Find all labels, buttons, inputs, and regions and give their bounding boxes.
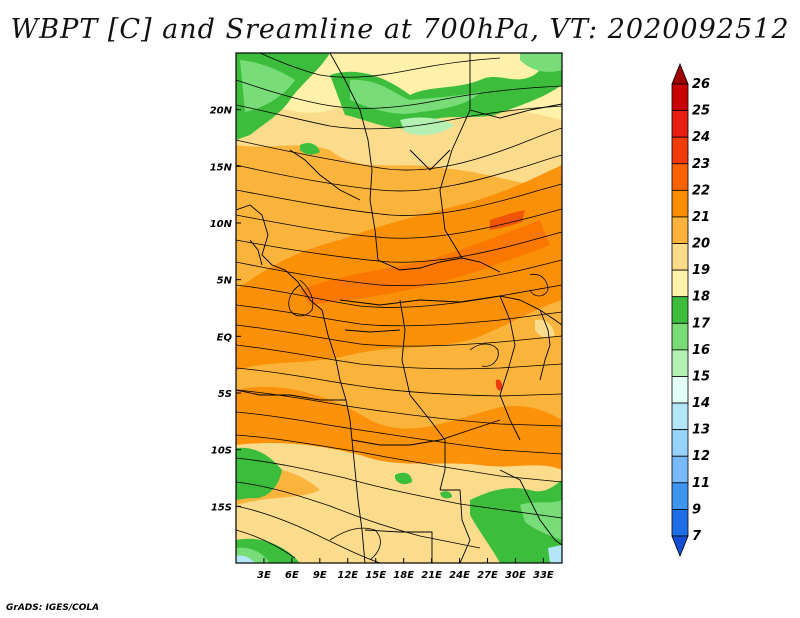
y-axis: 20N 15N 10N 5N EQ 5S 10S 15S (210, 106, 241, 513)
colorbar-swatch (671, 482, 689, 510)
colorbar-swatch (671, 83, 689, 111)
colorbar-label: 25 (692, 104, 710, 119)
colorbar-swatch (671, 243, 689, 271)
colorbar-label: 26 (692, 77, 710, 92)
colorbar-swatch (671, 509, 689, 537)
colorbar-label: 17 (692, 316, 711, 331)
colorbar-label: 15 (692, 369, 710, 384)
y-tick-label: 15S (211, 502, 232, 513)
x-tick-label: 9E (313, 570, 327, 581)
colorbar-bottom-arrow (671, 535, 689, 558)
y-tick-label: 5N (217, 276, 233, 287)
colorbar-label: 9 (692, 502, 701, 517)
colorbar-label: 22 (692, 183, 710, 198)
wbpt-field (236, 53, 562, 563)
y-tick-label: 10S (211, 446, 232, 457)
colorbar-label: 18 (692, 290, 710, 305)
x-tick-label: 33E (533, 570, 554, 581)
colorbar: 26 25 24 23 22 21 20 19 18 17 16 15 14 13 12 11 9 7 (671, 62, 711, 558)
colorbar-label: 21 (692, 210, 710, 225)
y-tick-label: 15N (210, 162, 233, 173)
colorbar-swatch (671, 216, 689, 244)
x-tick-label: 3E (257, 570, 271, 581)
y-tick-label: 20N (210, 106, 233, 117)
x-tick-label: 18E (393, 570, 414, 581)
colorbar-swatch (671, 429, 689, 457)
colorbar-label: 7 (692, 529, 702, 544)
colorbar-swatch (671, 189, 689, 218)
x-tick-label: 6E (285, 570, 299, 581)
colorbar-label: 14 (692, 396, 710, 411)
colorbar-swatch (671, 296, 689, 324)
x-tick-label: 30E (505, 570, 526, 581)
streamlines (236, 53, 562, 563)
colorbar-label: 20 (692, 237, 710, 252)
colorbar-label: 24 (692, 130, 710, 145)
x-tick-label: 24E (449, 570, 470, 581)
x-tick-label: 15E (365, 570, 386, 581)
colorbar-label: 16 (692, 343, 710, 358)
chart-title: WBPT [C] and Sreamline at 700hPa, VT: 20… (10, 14, 790, 45)
colorbar-swatch (671, 402, 689, 431)
colorbar-swatch (671, 455, 689, 484)
x-tick-label: 27E (477, 570, 498, 581)
colorbar-label: 13 (692, 423, 710, 438)
y-tick-label: 10N (210, 219, 233, 230)
colorbar-swatch (671, 376, 689, 404)
colorbar-swatch (671, 349, 689, 377)
colorbar-label: 11 (692, 476, 710, 491)
colorbar-swatch (671, 163, 689, 191)
x-axis: 3E 6E 9E 12E 15E 18E 21E 24E 27E 30E 33E (257, 558, 554, 581)
country-borders (236, 53, 562, 563)
colorbar-swatch (671, 110, 689, 138)
colorbar-label: 23 (692, 157, 710, 172)
credit-text: GrADS: IGES/COLA (6, 603, 100, 613)
x-tick-label: 21E (421, 570, 442, 581)
plot-frame (235, 52, 563, 564)
y-tick-label: EQ (217, 332, 233, 343)
colorbar-label: 19 (692, 263, 710, 278)
colorbar-label: 12 (692, 449, 710, 464)
colorbar-top-arrow (671, 62, 689, 85)
colorbar-swatch (671, 322, 689, 351)
x-tick-label: 12E (337, 570, 358, 581)
colorbar-swatch (671, 136, 689, 165)
y-tick-label: 5S (218, 389, 232, 400)
colorbar-swatch (671, 269, 689, 298)
